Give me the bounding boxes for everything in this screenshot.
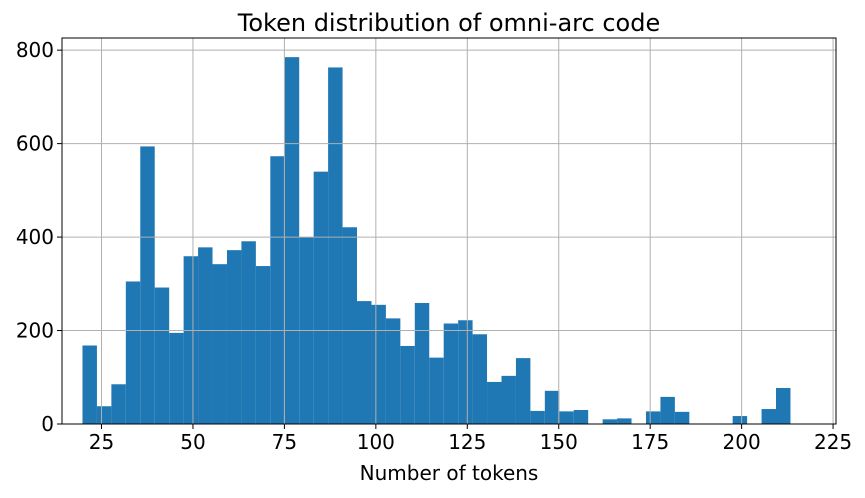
histogram-bar: [342, 227, 358, 424]
histogram-bar: [660, 396, 675, 424]
x-tick-label: 100: [357, 430, 395, 454]
histogram-bar: [472, 334, 488, 424]
histogram-bar: [501, 375, 516, 424]
histogram-bar: [617, 418, 632, 424]
histogram-bar: [645, 411, 661, 424]
histogram-bar: [255, 266, 271, 424]
y-axis-ticks: 0 200 400 600 800: [16, 38, 62, 436]
y-tick-label: 400: [16, 225, 54, 249]
histogram-bars: [82, 57, 791, 425]
histogram-bar: [515, 358, 531, 424]
histogram-bar: [530, 410, 545, 424]
histogram-bar: [429, 357, 444, 424]
histogram-bar: [328, 67, 343, 425]
histogram-bar: [371, 304, 386, 424]
histogram-bar: [400, 345, 415, 424]
histogram-bar: [357, 301, 372, 424]
y-tick-label: 800: [16, 38, 54, 62]
plot-frame: [61, 37, 837, 425]
y-tick-label: 200: [16, 319, 54, 343]
x-tick-label: 175: [631, 430, 669, 454]
histogram-bar: [674, 411, 690, 424]
axes-frame: [61, 37, 837, 425]
histogram-bar: [761, 409, 777, 424]
histogram-bar: [284, 57, 300, 425]
histogram-bar: [458, 320, 473, 424]
histogram-bar: [140, 146, 155, 425]
histogram-bar: [111, 384, 126, 424]
histogram-bar: [573, 409, 589, 424]
histogram-bar: [544, 390, 560, 424]
x-tick-label: 50: [180, 430, 205, 454]
histogram-bar: [198, 247, 213, 424]
x-axis-ticks: 25 50 75 100 125 150 175 200 225: [89, 424, 852, 454]
x-tick-label: 25: [89, 430, 114, 454]
y-tick-label: 0: [41, 412, 54, 436]
x-tick-label: 200: [723, 430, 761, 454]
histogram-bar: [443, 323, 459, 424]
histogram-bar: [270, 156, 285, 424]
histogram-bar: [212, 264, 227, 424]
histogram-bar: [602, 419, 618, 424]
y-tick-label: 600: [16, 132, 54, 156]
x-tick-label: 150: [540, 430, 578, 454]
histogram-bar: [414, 302, 430, 424]
histogram-bar: [313, 171, 329, 424]
x-axis-label: Number of tokens: [360, 461, 539, 485]
histogram-bar: [154, 287, 170, 424]
histogram-bar: [559, 411, 574, 424]
histogram-bar: [183, 256, 199, 424]
histogram-bar: [732, 416, 748, 424]
histogram-bar: [125, 281, 141, 424]
histogram-bar: [487, 381, 502, 424]
x-tick-label: 225: [814, 430, 852, 454]
histogram-bar: [226, 250, 242, 424]
histogram-bar: [82, 345, 97, 424]
histogram-bar: [385, 318, 401, 424]
histogram-bar: [169, 332, 184, 424]
histogram-bar: [96, 406, 112, 424]
chart-title: Token distribution of omni-arc code: [237, 9, 660, 37]
histogram-bar: [776, 388, 791, 424]
x-tick-label: 75: [272, 430, 297, 454]
histogram-bar: [241, 241, 256, 424]
x-tick-label: 125: [448, 430, 486, 454]
